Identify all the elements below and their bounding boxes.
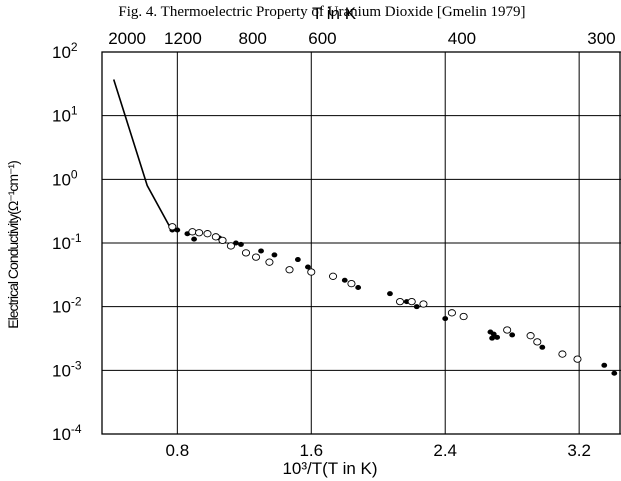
data-point-filled: [294, 257, 301, 263]
data-point-filled: [601, 362, 608, 368]
data-point-filled: [271, 252, 278, 258]
top-tick-labels: 2000 1200 800 600 400 300: [108, 29, 615, 48]
data-point-filled: [494, 334, 501, 340]
data-point-filled: [191, 236, 197, 242]
data-point-open: [168, 223, 177, 231]
data-point-open: [307, 268, 316, 276]
y-axis-title: Electrical Conductivity(Ω⁻¹cm⁻¹): [5, 161, 21, 329]
data-point-filled: [238, 241, 244, 247]
data-point-open: [447, 309, 456, 317]
data-point-open: [459, 312, 468, 321]
top-tick-label: 2000: [108, 29, 146, 48]
top-tick-label: 1200: [164, 29, 202, 48]
data-point-open: [395, 297, 405, 306]
data-point-filled: [442, 316, 449, 322]
data-point-open: [188, 228, 197, 236]
data-point-filled: [341, 277, 348, 283]
data-point-open: [573, 355, 582, 363]
data-point-filled: [413, 304, 420, 310]
data-point-open: [285, 266, 294, 274]
y-tick-labels: 102 101 100 10-1 10-2 10-3 10-4: [52, 40, 82, 444]
data-point-open: [533, 338, 542, 346]
data-point-filled: [611, 370, 618, 376]
plot-frame: [101, 51, 621, 435]
data-point-open: [347, 279, 356, 288]
y-tick-label: 10-1: [52, 231, 82, 253]
top-tick-label: 400: [448, 29, 476, 48]
x-axis-title: 10³/T(T in K): [282, 459, 377, 478]
data-point-filled: [489, 335, 495, 341]
x-tick-label: 0.8: [166, 441, 190, 460]
figure-caption: Fig. 4. Thermoelectric Property of Urani…: [118, 4, 525, 20]
data-point-open: [211, 233, 220, 241]
x-tick-label: 3.2: [567, 441, 591, 460]
data-point-filled: [174, 227, 181, 233]
y-tick-label: 10-2: [52, 295, 82, 317]
data-point-open: [558, 350, 567, 358]
top-tick-label: 300: [587, 29, 615, 48]
data-point-filled: [509, 332, 516, 338]
data-point-open: [407, 297, 416, 306]
y-tick-label: 102: [52, 40, 78, 62]
series-layer: [112, 79, 618, 376]
data-point-filled: [539, 344, 546, 350]
x-tick-label: 2.4: [433, 441, 457, 460]
series-line: [112, 79, 172, 229]
y-tick-label: 10-3: [52, 358, 82, 380]
data-point-filled: [258, 248, 264, 254]
data-point-open: [251, 253, 261, 261]
data-point-open: [241, 249, 251, 257]
top-axis-title: T in K: [312, 4, 357, 23]
data-point-filled: [387, 291, 393, 297]
data-point-open: [265, 258, 274, 266]
data-point-open: [328, 272, 338, 280]
data-point-open: [526, 332, 535, 340]
data-point-filled: [355, 285, 362, 291]
data-point-open: [226, 242, 235, 250]
top-tick-label: 600: [308, 29, 336, 48]
data-point-open: [218, 236, 227, 245]
x-tick-labels: 0.8 1.6 2.4 3.2: [166, 441, 591, 460]
data-point-filled: [305, 264, 311, 270]
y-tick-label: 101: [52, 104, 78, 126]
data-point-open: [503, 326, 512, 334]
x-tick-label: 1.6: [299, 441, 323, 460]
data-point-open: [419, 300, 428, 308]
data-point-open: [203, 230, 212, 238]
top-tick-label: 800: [238, 29, 266, 48]
data-point-open: [195, 229, 204, 237]
y-tick-label: 100: [52, 167, 78, 189]
y-tick-label: 10-4: [52, 422, 82, 444]
